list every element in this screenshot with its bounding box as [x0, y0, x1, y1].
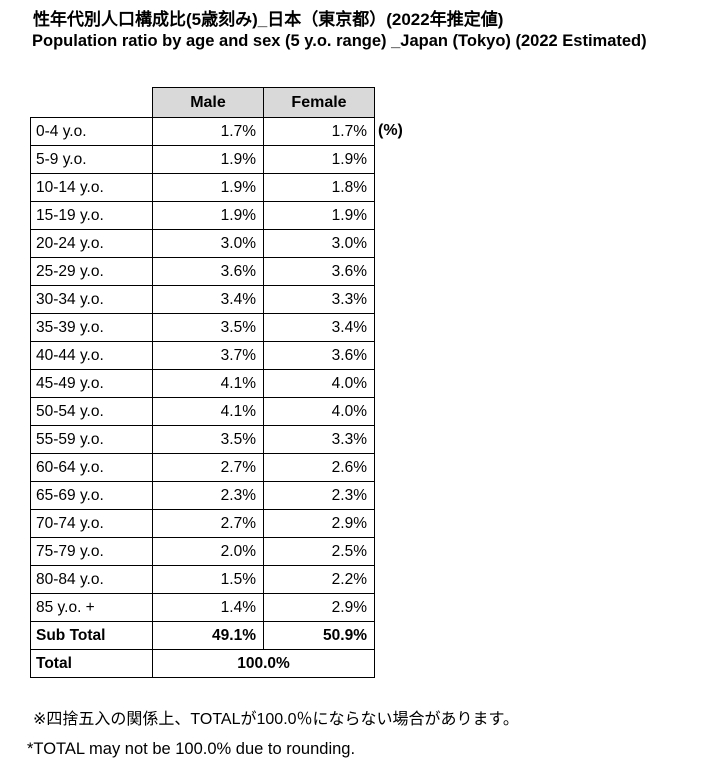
subtotal-female-cell: 50.9% — [263, 621, 375, 650]
table-row: 50-54 y.o. 4.1% 4.0% — [30, 397, 375, 426]
table-row: 60-64 y.o. 2.7% 2.6% — [30, 453, 375, 482]
age-range-cell: 65-69 y.o. — [30, 481, 153, 510]
age-range-cell: 20-24 y.o. — [30, 229, 153, 258]
female-value-cell: 2.5% — [263, 537, 375, 566]
total-value-cell: 100.0% — [152, 649, 375, 678]
male-value-cell: 1.9% — [152, 145, 264, 174]
age-range-cell: 50-54 y.o. — [30, 397, 153, 426]
male-value-cell: 2.3% — [152, 481, 264, 510]
female-value-cell: 1.9% — [263, 201, 375, 230]
male-value-cell: 1.7% — [152, 117, 264, 146]
female-value-cell: 3.3% — [263, 285, 375, 314]
age-range-cell: 45-49 y.o. — [30, 369, 153, 398]
table-row: 80-84 y.o. 1.5% 2.2% — [30, 565, 375, 594]
male-value-cell: 1.5% — [152, 565, 264, 594]
subtotal-label-cell: Sub Total — [30, 621, 153, 650]
male-value-cell: 3.5% — [152, 425, 264, 454]
male-value-cell: 3.0% — [152, 229, 264, 258]
male-value-cell: 3.6% — [152, 257, 264, 286]
male-value-cell: 4.1% — [152, 397, 264, 426]
female-value-cell: 2.2% — [263, 565, 375, 594]
age-range-cell: 75-79 y.o. — [30, 537, 153, 566]
age-range-cell: 30-34 y.o. — [30, 285, 153, 314]
female-value-cell: 4.0% — [263, 369, 375, 398]
percent-unit-label: (%) — [378, 122, 403, 139]
age-range-cell: 40-44 y.o. — [30, 341, 153, 370]
age-range-cell: 60-64 y.o. — [30, 453, 153, 482]
male-value-cell: 3.5% — [152, 313, 264, 342]
female-value-cell: 2.3% — [263, 481, 375, 510]
table-row: 15-19 y.o. 1.9% 1.9% — [30, 201, 375, 230]
age-range-cell: 70-74 y.o. — [30, 509, 153, 538]
table-row: 70-74 y.o. 2.7% 2.9% — [30, 509, 375, 538]
female-value-cell: 3.4% — [263, 313, 375, 342]
age-range-cell: 5-9 y.o. — [30, 145, 153, 174]
population-table-container: Male Female 0-4 y.o. 1.7% 1.7% 5-9 y.o. … — [30, 87, 375, 678]
age-range-cell: 0-4 y.o. — [30, 117, 153, 146]
age-range-cell: 10-14 y.o. — [30, 173, 153, 202]
header-row: Male Female — [31, 87, 375, 118]
total-row: Total 100.0% — [30, 649, 375, 678]
table-row: 0-4 y.o. 1.7% 1.7% — [30, 117, 375, 146]
title-japanese: 性年代別人口構成比(5歳刻み)_日本（東京都）(2022年推定値) — [33, 10, 504, 29]
population-table: Male Female 0-4 y.o. 1.7% 1.7% 5-9 y.o. … — [30, 87, 375, 678]
footnote-japanese: ※四捨五入の関係上、TOTALが100.0％にならない場合があります。 — [33, 711, 519, 728]
title-english: Population ratio by age and sex (5 y.o. … — [32, 32, 647, 50]
female-value-cell: 2.6% — [263, 453, 375, 482]
male-value-cell: 3.7% — [152, 341, 264, 370]
female-value-cell: 1.9% — [263, 145, 375, 174]
summary-rows: Sub Total 49.1% 50.9% Total 100.0% — [30, 621, 375, 678]
total-label-cell: Total — [30, 649, 153, 678]
table-row: 20-24 y.o. 3.0% 3.0% — [30, 229, 375, 258]
male-value-cell: 2.0% — [152, 537, 264, 566]
female-value-cell: 3.3% — [263, 425, 375, 454]
male-value-cell: 1.9% — [152, 201, 264, 230]
female-value-cell: 3.6% — [263, 341, 375, 370]
male-value-cell: 1.9% — [152, 173, 264, 202]
column-header-male: Male — [152, 87, 264, 118]
subtotal-row: Sub Total 49.1% 50.9% — [30, 621, 375, 650]
female-value-cell: 2.9% — [263, 593, 375, 622]
table-row: 85 y.o. + 1.4% 2.9% — [30, 593, 375, 622]
female-value-cell: 4.0% — [263, 397, 375, 426]
age-range-cell: 35-39 y.o. — [30, 313, 153, 342]
column-header-female: Female — [263, 87, 375, 118]
male-value-cell: 4.1% — [152, 369, 264, 398]
header-spacer-cell — [31, 88, 153, 118]
table-row: 35-39 y.o. 3.5% 3.4% — [30, 313, 375, 342]
table-row: 55-59 y.o. 3.5% 3.3% — [30, 425, 375, 454]
female-value-cell: 3.0% — [263, 229, 375, 258]
male-value-cell: 2.7% — [152, 509, 264, 538]
table-row: 75-79 y.o. 2.0% 2.5% — [30, 537, 375, 566]
table-row: 10-14 y.o. 1.9% 1.8% — [30, 173, 375, 202]
subtotal-male-cell: 49.1% — [152, 621, 264, 650]
male-value-cell: 3.4% — [152, 285, 264, 314]
table-row: 45-49 y.o. 4.1% 4.0% — [30, 369, 375, 398]
table-row: 30-34 y.o. 3.4% 3.3% — [30, 285, 375, 314]
age-range-cell: 80-84 y.o. — [30, 565, 153, 594]
table-row: 40-44 y.o. 3.7% 3.6% — [30, 341, 375, 370]
table-row: 5-9 y.o. 1.9% 1.9% — [30, 145, 375, 174]
female-value-cell: 1.7% — [263, 117, 375, 146]
female-value-cell: 3.6% — [263, 257, 375, 286]
age-range-cell: 85 y.o. + — [30, 593, 153, 622]
male-value-cell: 2.7% — [152, 453, 264, 482]
footnote-english: *TOTAL may not be 100.0% due to rounding… — [27, 740, 356, 758]
table-row: 65-69 y.o. 2.3% 2.3% — [30, 481, 375, 510]
age-rows: 0-4 y.o. 1.7% 1.7% 5-9 y.o. 1.9% 1.9% 10… — [30, 117, 375, 622]
age-range-cell: 55-59 y.o. — [30, 425, 153, 454]
male-value-cell: 1.4% — [152, 593, 264, 622]
female-value-cell: 1.8% — [263, 173, 375, 202]
age-range-cell: 25-29 y.o. — [30, 257, 153, 286]
table-row: 25-29 y.o. 3.6% 3.6% — [30, 257, 375, 286]
age-range-cell: 15-19 y.o. — [30, 201, 153, 230]
female-value-cell: 2.9% — [263, 509, 375, 538]
